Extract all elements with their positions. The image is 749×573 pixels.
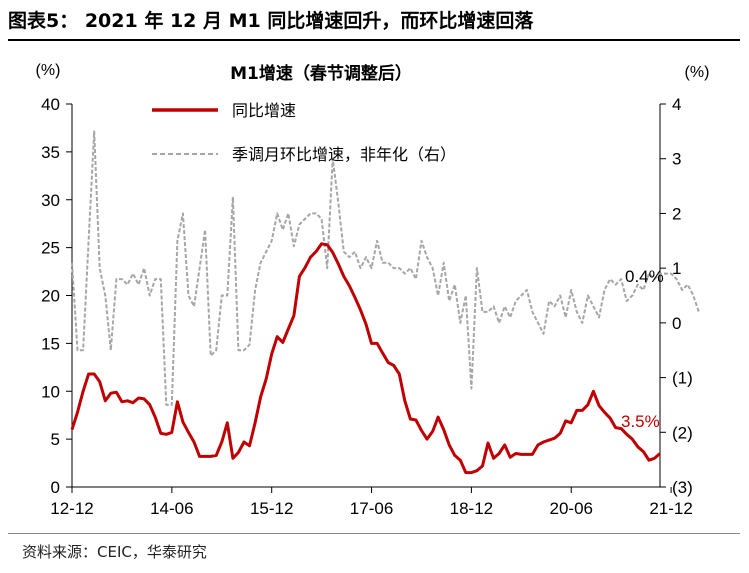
- right-axis-unit: (%): [685, 64, 710, 81]
- series-line-yoy: [70, 242, 661, 475]
- x-tick-label: 12-12: [50, 499, 93, 518]
- series-group: [70, 130, 700, 475]
- right-tick-label: 1: [672, 259, 681, 278]
- figure-title: 图表5： 2021 年 12 月 M1 同比增速回升，而环比增速回落: [8, 10, 534, 32]
- chart-title: M1增速（春节调整后）: [230, 63, 412, 84]
- right-tick-label: 2: [672, 204, 681, 223]
- x-tick-label: 17-06: [350, 499, 393, 518]
- legend: 同比增速 季调月环比增速，非年化（右）: [152, 102, 456, 164]
- axes: 0 5 10 15 20 25 30 35 40 (3) (2) (1) 0 1 2 3 4 12-12 14-06…: [41, 95, 693, 518]
- legend-label-mom: 季调月环比增速，非年化（右）: [232, 146, 456, 164]
- left-tick-label: 5: [51, 430, 60, 449]
- left-tick-label: 40: [41, 95, 60, 114]
- source-note: 资料来源：CEIC，华泰研究: [22, 543, 207, 561]
- left-tick-label: 10: [41, 382, 60, 401]
- left-axis-unit: (%): [36, 62, 61, 79]
- x-tick-label: 21-12: [649, 499, 692, 518]
- left-tick-label: 30: [41, 191, 60, 210]
- left-tick-label: 0: [51, 478, 60, 497]
- left-tick-label: 15: [41, 334, 60, 353]
- x-tick-label: 15-12: [250, 499, 293, 518]
- end-label-yoy: 3.5%: [621, 412, 660, 431]
- right-tick-label: 4: [672, 95, 681, 114]
- x-tick-label: 14-06: [150, 499, 193, 518]
- right-tick-label: 0: [672, 314, 681, 333]
- left-tick-label: 25: [41, 239, 60, 258]
- x-tick-label: 20-06: [550, 499, 593, 518]
- source-rule: [8, 533, 740, 534]
- right-tick-label: (2): [672, 423, 693, 442]
- legend-label-yoy: 同比增速: [232, 102, 296, 120]
- right-tick-label: (3): [672, 478, 693, 497]
- end-label-mom: 0.4%: [625, 267, 664, 286]
- left-tick-label: 20: [41, 287, 60, 306]
- right-tick-label: (1): [672, 369, 693, 388]
- left-tick-label: 35: [41, 143, 60, 162]
- title-rule: [8, 39, 740, 41]
- series-line-mom: [71, 130, 700, 406]
- right-tick-label: 3: [672, 150, 681, 169]
- x-tick-label: 18-12: [450, 499, 493, 518]
